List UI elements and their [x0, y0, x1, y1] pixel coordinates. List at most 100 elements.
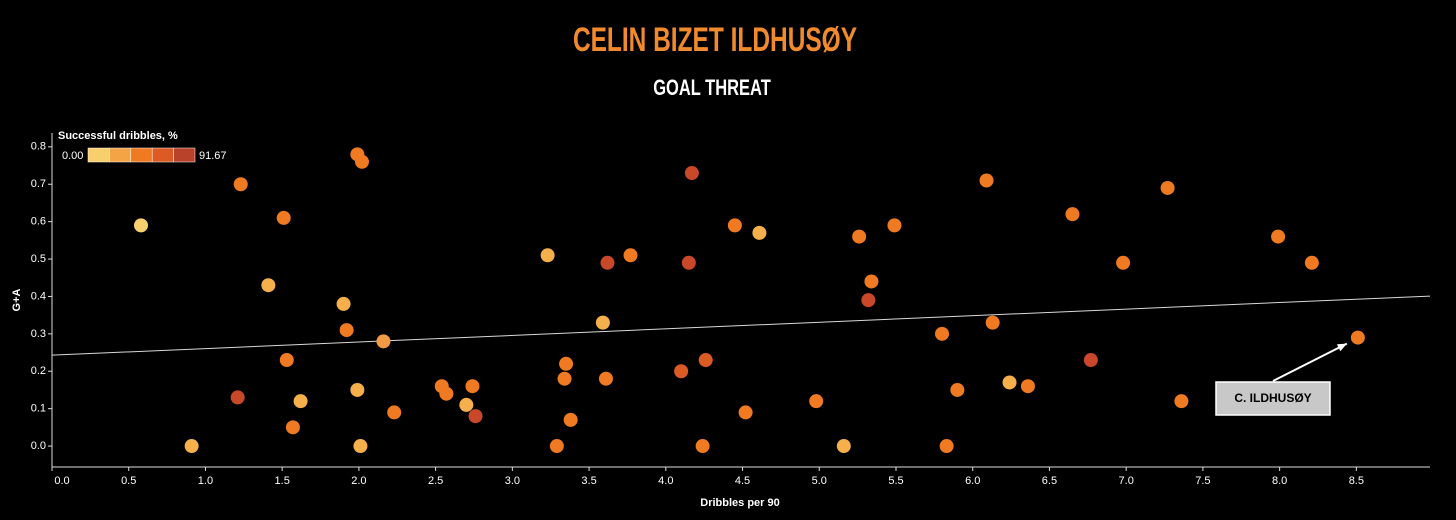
trend-line	[51, 295, 1431, 356]
point	[598, 371, 613, 386]
point	[134, 218, 149, 233]
legend-swatch	[173, 147, 196, 163]
chart-subtitle: GOAL THREAT	[653, 76, 771, 101]
x-tick-label: 0.5	[121, 475, 136, 487]
point	[1020, 379, 1035, 394]
x-tick-label: 1.0	[198, 475, 213, 487]
point	[887, 218, 902, 233]
point	[809, 394, 824, 409]
x-tick-label: 7.0	[1119, 475, 1134, 487]
y-tick-label: 0.5	[31, 253, 46, 265]
point	[439, 386, 454, 401]
point	[979, 173, 994, 188]
legend-swatch	[151, 147, 174, 163]
point	[939, 439, 954, 454]
legend-max: 91.67	[199, 150, 227, 162]
x-tick-label: 5.5	[888, 475, 903, 487]
point	[1160, 180, 1175, 195]
point	[698, 353, 713, 368]
point	[354, 154, 369, 169]
point	[293, 394, 308, 409]
point	[465, 379, 480, 394]
point	[1271, 229, 1286, 244]
point	[350, 382, 365, 397]
x-tick-label: 2.5	[428, 475, 443, 487]
point	[595, 315, 610, 330]
point	[1065, 207, 1080, 222]
point	[559, 356, 574, 371]
point	[233, 177, 248, 192]
point	[1350, 330, 1365, 345]
x-tick-label: 8.5	[1349, 475, 1364, 487]
point	[376, 334, 391, 349]
point	[1174, 394, 1189, 409]
point	[459, 397, 474, 412]
x-tick-label: 5.0	[812, 475, 827, 487]
point	[752, 225, 767, 240]
point	[468, 409, 483, 424]
point	[1002, 375, 1017, 390]
legend-swatch	[109, 147, 132, 163]
x-tick-label: 3.0	[505, 475, 520, 487]
point	[600, 255, 615, 270]
point	[339, 323, 354, 338]
point	[674, 364, 689, 379]
y-axis-title: G+A	[11, 288, 23, 311]
point	[387, 405, 402, 420]
point	[276, 210, 291, 225]
point	[230, 390, 245, 405]
x-tick-label: 0.0	[54, 475, 69, 487]
x-tick-label: 6.5	[1042, 475, 1057, 487]
y-tick-label: 0.1	[31, 403, 46, 415]
point	[549, 439, 564, 454]
y-tick-label: 0.3	[31, 328, 46, 340]
annotation: C. ILDHUSØY	[1215, 381, 1331, 416]
point	[684, 166, 699, 181]
point	[727, 218, 742, 233]
x-tick-label: 8.0	[1272, 475, 1287, 487]
point	[261, 278, 276, 293]
y-tick-label: 0.0	[31, 440, 46, 452]
x-tick-label: 4.5	[735, 475, 750, 487]
point	[279, 353, 294, 368]
annotation-box	[1215, 381, 1331, 416]
x-tick-label: 7.5	[1195, 475, 1210, 487]
chart-title: CELIN BIZET ILDHUSØY	[573, 21, 857, 59]
legend-min: 0.00	[62, 150, 83, 162]
annotation-arrowhead	[1336, 343, 1347, 352]
point	[935, 326, 950, 341]
x-axis-title: Dribbles per 90	[700, 497, 779, 509]
y-tick-label: 0.7	[31, 178, 46, 190]
x-tick-label: 4.0	[658, 475, 673, 487]
y-tick-label: 0.8	[31, 141, 46, 153]
legend-title: Successful dribbles, %	[58, 130, 178, 142]
point	[353, 439, 368, 454]
x-tick-label: 2.0	[351, 475, 366, 487]
point	[1083, 353, 1098, 368]
point	[738, 405, 753, 420]
x-tick-label: 1.5	[275, 475, 290, 487]
point	[864, 274, 879, 289]
point	[836, 439, 851, 454]
y-tick-label: 0.4	[31, 290, 46, 302]
point	[1116, 255, 1131, 270]
point	[184, 439, 199, 454]
annotation-arrow	[1272, 342, 1348, 382]
point	[563, 412, 578, 427]
point	[285, 420, 300, 435]
point	[852, 229, 867, 244]
legend-swatch	[87, 147, 110, 163]
point	[623, 248, 638, 263]
y-tick-label: 0.6	[31, 216, 46, 228]
point	[336, 296, 351, 311]
point	[540, 248, 555, 263]
point	[950, 382, 965, 397]
x-tick-label: 3.5	[581, 475, 596, 487]
y-tick-label: 0.2	[31, 365, 46, 377]
legend-swatch	[130, 147, 153, 163]
point	[681, 255, 696, 270]
point	[1304, 255, 1319, 270]
x-tick-label: 6.0	[965, 475, 980, 487]
point	[557, 371, 572, 386]
